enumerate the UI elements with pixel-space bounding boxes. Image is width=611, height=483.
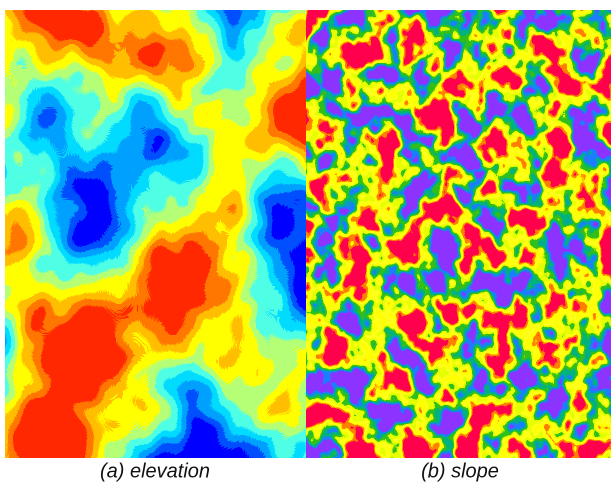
slope-map xyxy=(306,10,611,458)
elevation-map xyxy=(5,10,306,458)
figure: (a) elevation (b) slope xyxy=(0,0,611,483)
caption: (a) elevation xyxy=(100,460,210,482)
page: (a) elevation (b) slope (() => { const d… xyxy=(0,0,611,483)
caption: (b) slope xyxy=(421,460,499,482)
